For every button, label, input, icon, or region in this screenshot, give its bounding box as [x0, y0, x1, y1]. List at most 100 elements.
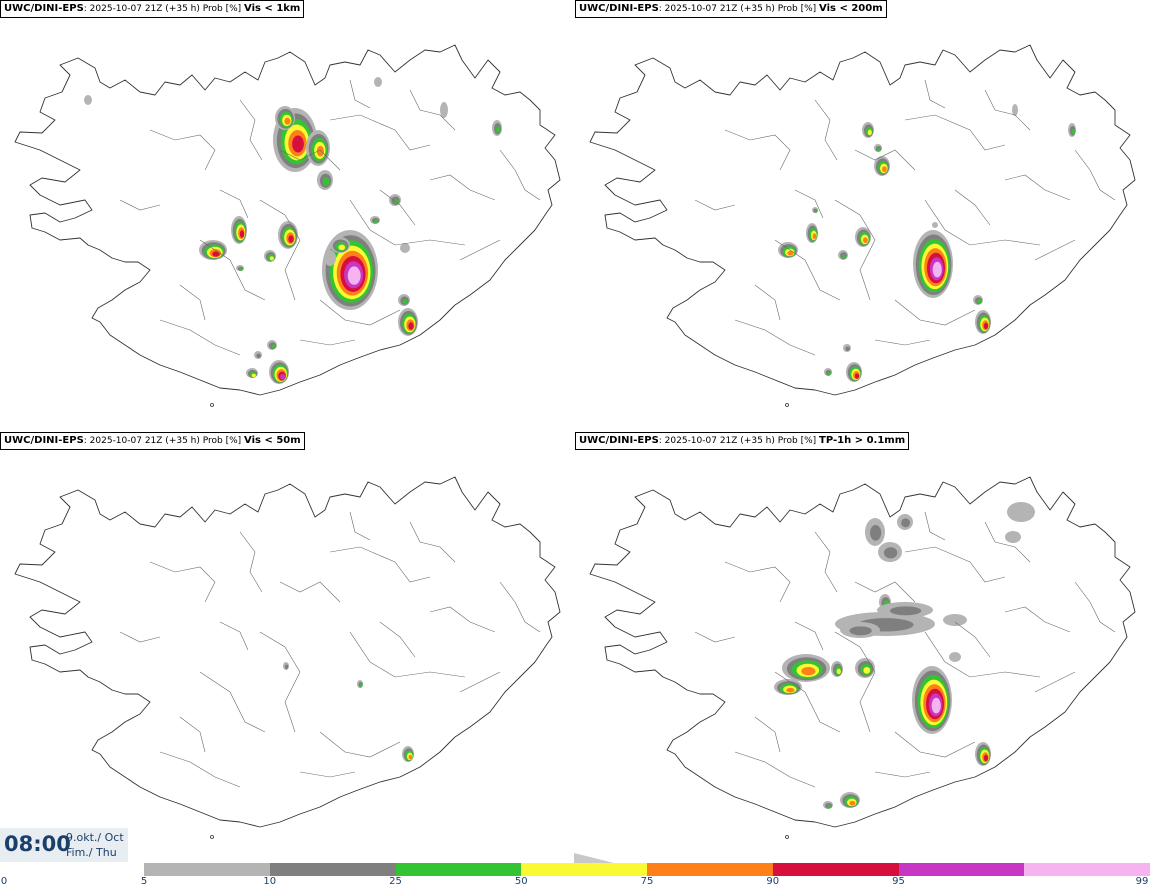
colorbar-tick-label: 50	[514, 876, 528, 887]
river-lines	[694, 79, 1116, 356]
probability-contour	[316, 145, 324, 157]
terrain-line	[119, 631, 161, 643]
panel-title: UWC/DINI-EPS: 2025-10-07 21Z (+35 h) Pro…	[575, 432, 910, 450]
terrain-line	[1004, 174, 1071, 201]
terrain-line	[984, 521, 1031, 563]
valid-time: 08:00	[4, 832, 71, 856]
run-info: : 2025-10-07 21Z (+35 h) Prob [%]	[83, 4, 245, 14]
probability-contour	[284, 117, 291, 125]
colorbar-segment	[898, 863, 1025, 876]
probability-contour	[408, 754, 413, 760]
terrain-line	[834, 199, 876, 301]
probability-contour	[827, 371, 831, 376]
panel-title: UWC/DINI-EPS: 2025-10-07 21Z (+35 h) Pro…	[0, 432, 305, 450]
terrain-line	[734, 319, 816, 356]
terrain-line	[349, 199, 466, 246]
probability-contour	[977, 299, 982, 304]
map-svg	[589, 44, 1136, 407]
terrain-line	[319, 731, 401, 758]
terrain-line	[794, 621, 824, 651]
valid-date: 9.okt./ Oct	[66, 831, 124, 844]
variable-name: TP-1h > 0.1mm	[819, 435, 906, 446]
terrain-line	[219, 621, 249, 651]
probability-contour	[338, 244, 346, 251]
terrain-line	[149, 561, 216, 603]
probability-contour	[801, 667, 816, 676]
terrain-line	[1074, 149, 1116, 201]
probability-contour	[239, 230, 245, 238]
probability-contour	[251, 373, 256, 378]
terrain-line	[814, 99, 838, 161]
colorbar-tick-label: 25	[389, 876, 402, 887]
map-svg	[14, 44, 561, 407]
terrain-line	[429, 606, 496, 633]
panel-title: UWC/DINI-EPS: 2025-10-07 21Z (+35 h) Pro…	[0, 0, 305, 18]
terrain-line	[349, 79, 371, 109]
probability-contour	[212, 251, 220, 257]
terrain-line	[694, 631, 736, 643]
probability-contour	[889, 606, 922, 616]
terrain-line	[904, 114, 1006, 151]
variable-name: Vis < 1km	[244, 3, 301, 14]
colorbar-arrow	[574, 853, 614, 863]
island	[785, 403, 789, 407]
terrain-line	[924, 511, 946, 541]
probability-contour	[288, 235, 294, 243]
valid-time-box: 08:00 9.okt./ Oct Fim./ Thu	[0, 828, 128, 862]
terrain-line	[299, 339, 356, 346]
probability-contour	[271, 344, 276, 349]
probability-contour	[402, 299, 408, 305]
run-info: : 2025-10-07 21Z (+35 h) Prob [%]	[83, 436, 245, 446]
terrain-line	[159, 319, 241, 356]
terrain-line	[319, 299, 401, 326]
run-info: : 2025-10-07 21Z (+35 h) Prob [%]	[658, 436, 820, 446]
terrain-line	[429, 174, 496, 201]
island	[210, 835, 214, 839]
probability-contour	[883, 547, 898, 559]
terrain-line	[754, 284, 781, 321]
probability-contour	[849, 626, 872, 636]
terrain-line	[754, 716, 781, 753]
terrain-line	[379, 189, 416, 226]
probability-contour	[845, 346, 850, 352]
terrain-line	[984, 89, 1031, 131]
terrain-line	[329, 114, 431, 151]
map-panel-precip: UWC/DINI-EPS: 2025-10-07 21Z (+35 h) Pro…	[575, 432, 1150, 864]
model-name: UWC/DINI-EPS	[4, 435, 84, 446]
colorbar-tick-label: 95	[892, 876, 905, 887]
terrain-line	[894, 299, 976, 326]
panel-title: UWC/DINI-EPS: 2025-10-07 21Z (+35 h) Pro…	[575, 0, 887, 18]
probability-field	[774, 482, 1035, 809]
probability-contour	[440, 102, 448, 118]
probability-contour	[374, 219, 379, 224]
terrain-line	[259, 631, 301, 733]
terrain-line	[409, 521, 456, 563]
probability-contour	[347, 266, 361, 285]
terrain-line	[924, 631, 1041, 678]
terrain-line	[734, 751, 816, 788]
coastline	[589, 44, 1136, 396]
probability-contour	[269, 256, 274, 261]
probability-contour	[863, 237, 868, 244]
colorbar	[144, 853, 1150, 876]
probability-contour	[322, 177, 330, 186]
terrain-line	[349, 631, 466, 678]
coastline	[14, 476, 561, 828]
terrain-line	[924, 199, 1041, 246]
probability-contour	[901, 518, 911, 528]
probability-contour	[284, 664, 289, 670]
probability-contour	[870, 524, 882, 541]
colorbar-segment	[772, 863, 899, 876]
probability-contour	[943, 614, 967, 626]
coastline	[589, 476, 1136, 828]
island	[785, 835, 789, 839]
probability-contour	[875, 482, 907, 492]
colorbar-segment	[144, 863, 271, 876]
probability-contour	[256, 353, 261, 359]
probability-field	[84, 63, 502, 384]
colorbar-tick-label: 90	[766, 876, 780, 887]
river-lines	[119, 79, 541, 356]
probability-contour	[400, 243, 410, 253]
model-name: UWC/DINI-EPS	[4, 3, 84, 14]
terrain-line	[149, 129, 216, 171]
